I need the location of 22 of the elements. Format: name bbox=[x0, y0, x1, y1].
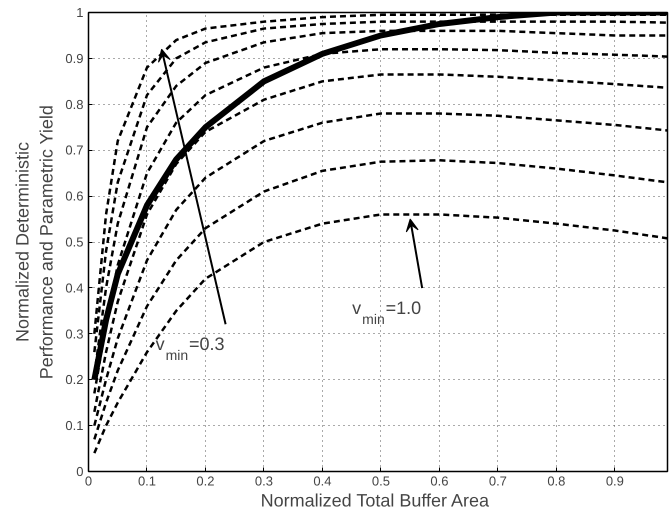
y-tick-label: 0.3 bbox=[65, 326, 84, 342]
x-axis-title: Normalized Total Buffer Area bbox=[260, 490, 490, 510]
y-tick-label: 0.1 bbox=[65, 418, 84, 434]
x-tick-label: 0.6 bbox=[430, 474, 448, 488]
y-tick-label: 0.6 bbox=[65, 188, 84, 204]
x-tick-label: 0.5 bbox=[372, 474, 390, 488]
x-tick-label: 0.3 bbox=[254, 474, 273, 488]
y-tick-label: 0.7 bbox=[65, 142, 84, 158]
x-tick-label: 0.9 bbox=[606, 474, 624, 488]
y-tick-label: 0.4 bbox=[65, 280, 84, 296]
y-axis-title: Normalized Deterministic Performance and Parametric Yield bbox=[12, 105, 56, 380]
y-tick-label: 1 bbox=[76, 5, 84, 20]
x-tick-label: 0.4 bbox=[313, 474, 332, 488]
x-tick-label: 0.2 bbox=[196, 474, 215, 488]
y-tick-label: 0.5 bbox=[65, 234, 84, 250]
x-tick-label: 0.8 bbox=[547, 474, 566, 488]
y-tick-label: 0.2 bbox=[65, 372, 84, 388]
y-tick-label: 0.9 bbox=[65, 50, 84, 66]
x-tick-label: 0.7 bbox=[488, 474, 507, 488]
y-tick-label: 0 bbox=[76, 464, 84, 479]
x-tick-label: 0.1 bbox=[138, 474, 156, 488]
y-tick-label: 0.8 bbox=[65, 96, 84, 112]
